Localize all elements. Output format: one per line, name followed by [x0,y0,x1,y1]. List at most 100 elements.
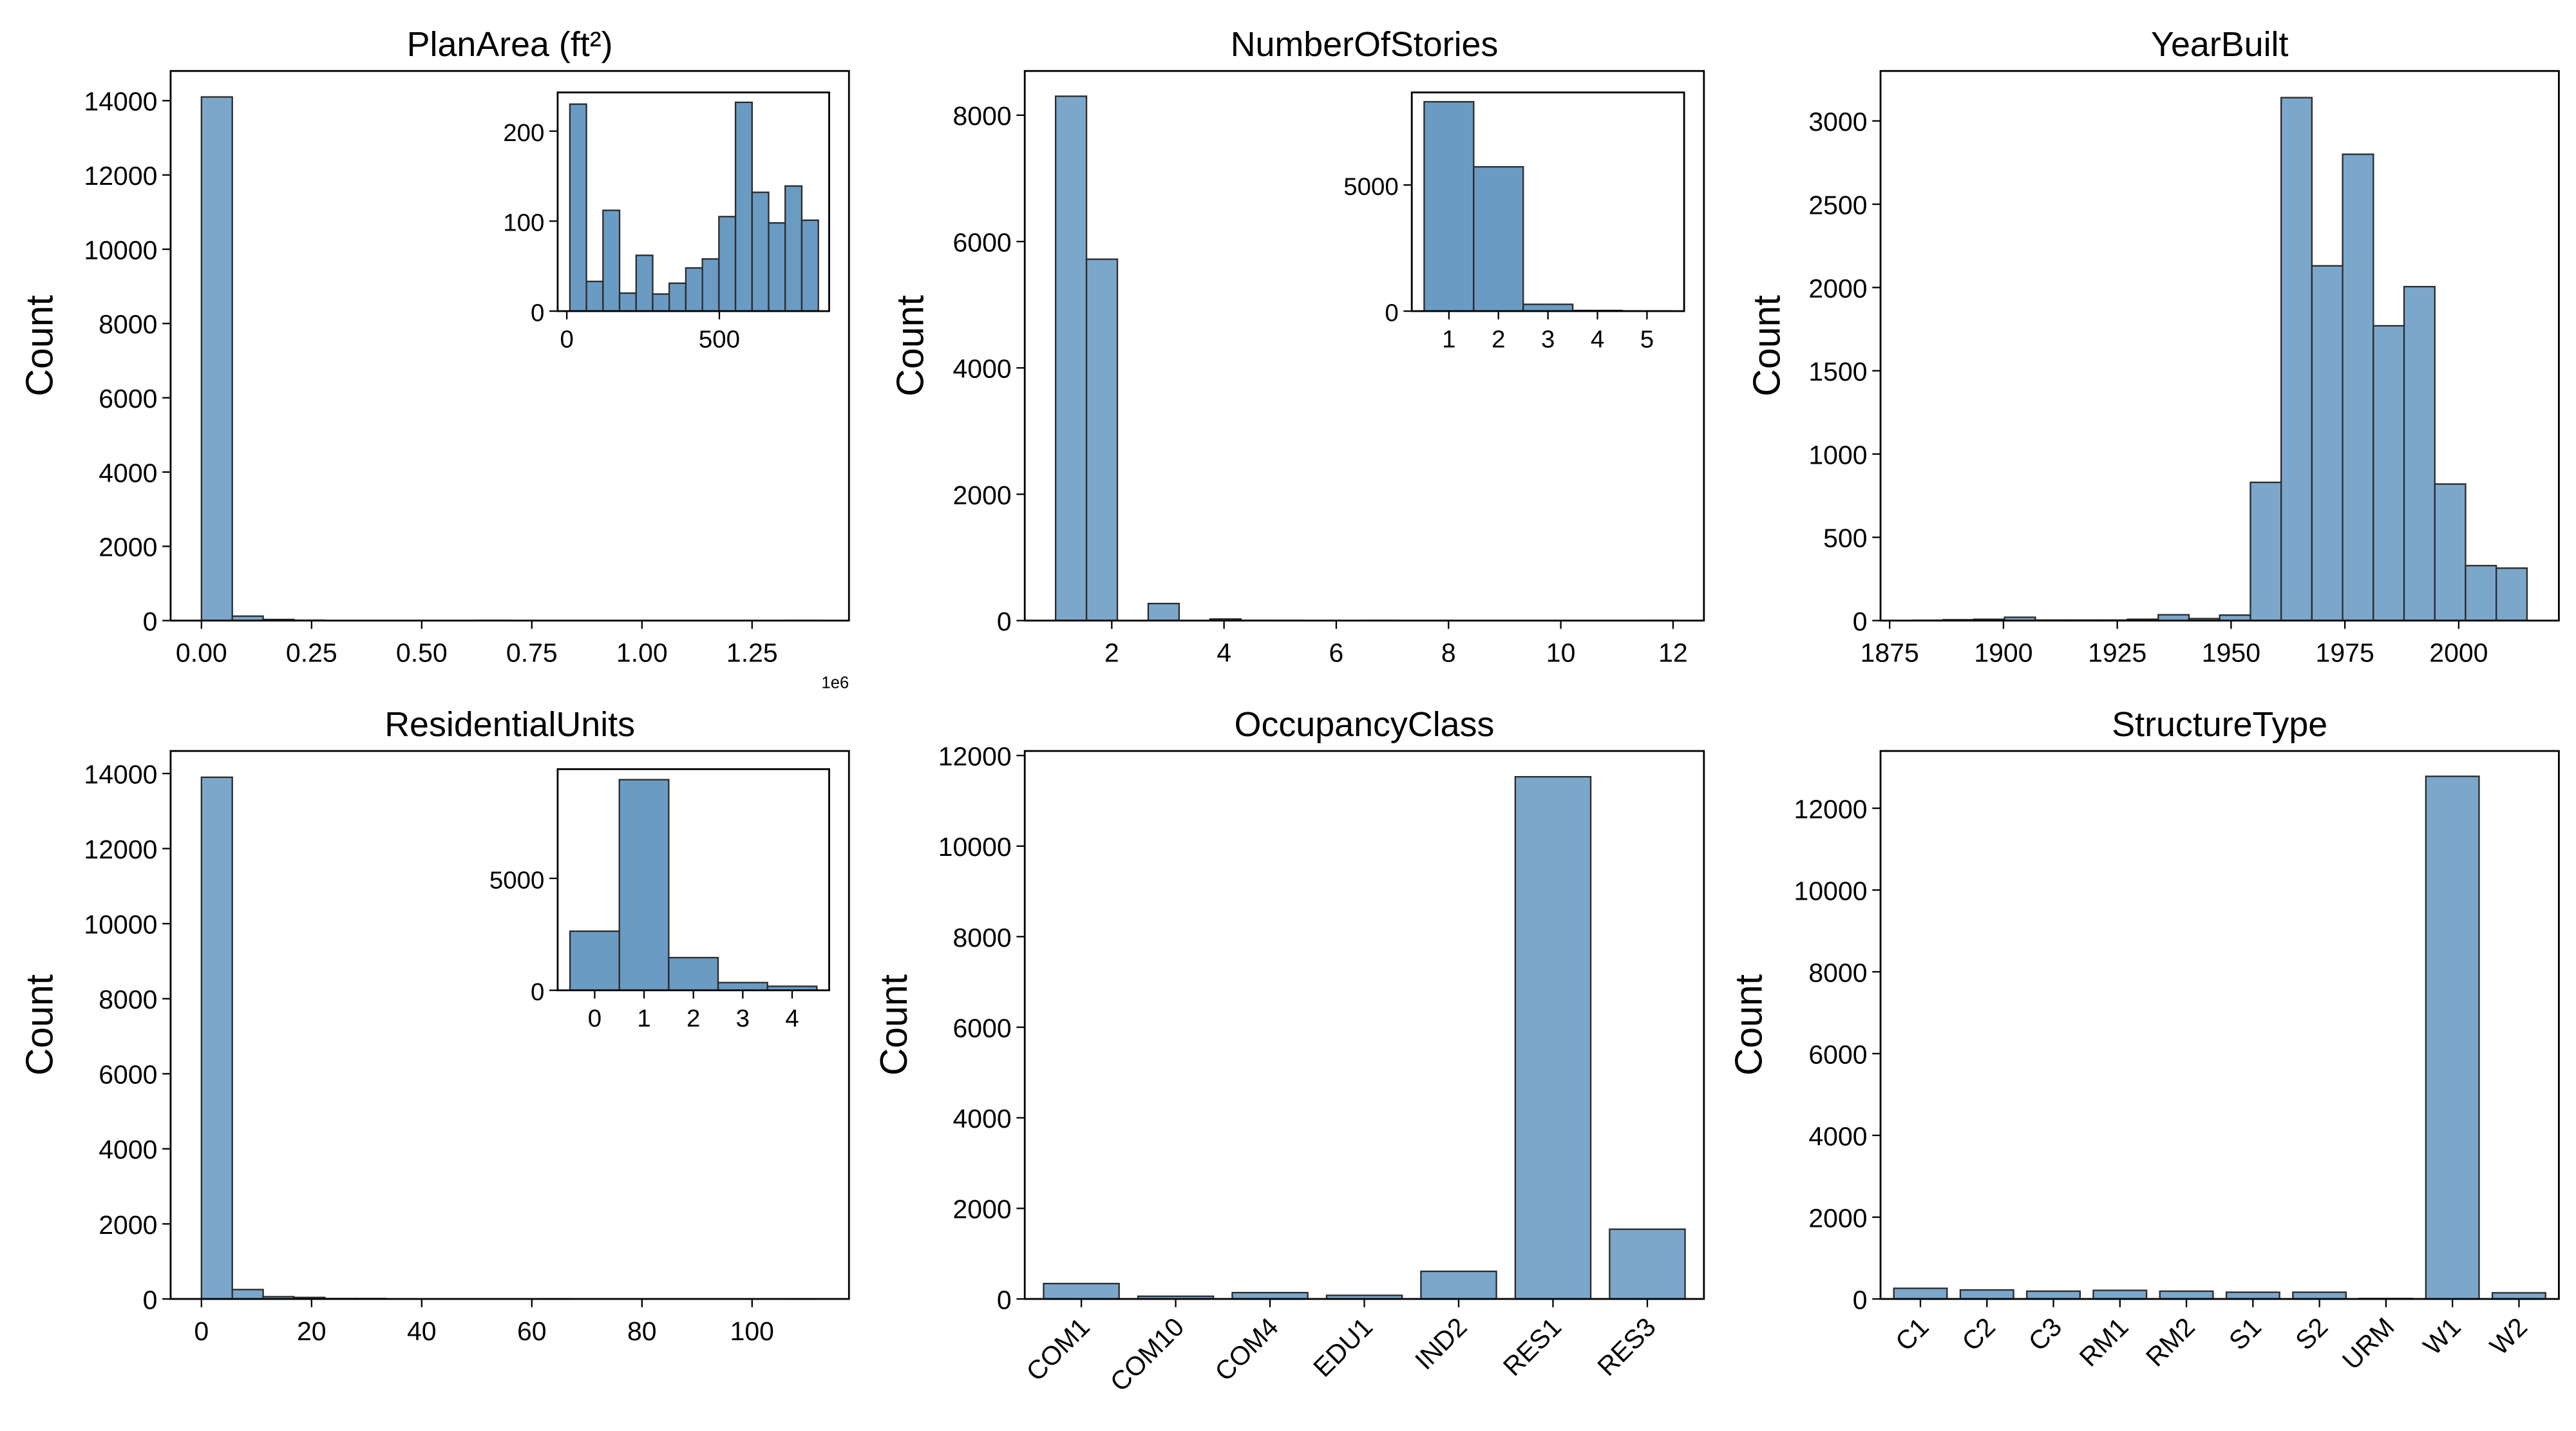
histogram-bar [1085,258,1119,621]
y-tick-label: 2000 [1808,274,1867,303]
x-tick-label: COM4 [1209,1312,1284,1387]
y-tick-label: 0 [143,1285,158,1314]
bar-com4 [1231,1291,1309,1300]
x-tick-label: 1 [637,1005,650,1032]
x-tick-label: RM1 [2074,1312,2134,1372]
subplot-title: PlanArea (ft²) [407,25,613,64]
histogram-bar [2434,483,2467,621]
y-tick-label: 2500 [1808,190,1867,220]
y-tick-label: 0 [531,978,544,1006]
y-axis-label: Count [890,295,932,396]
y-tick-label: 10000 [938,832,1012,862]
x-tick-label: 1.25 [726,638,778,668]
inset-plot: 0 1 2 3 4 0 5000 [489,768,830,1032]
bar-w2 [2491,1292,2546,1300]
y-tick-label: 10000 [84,910,157,940]
inset-histogram-bar [685,267,703,312]
x-tick-label: 6 [1329,638,1344,668]
x-tick-label: 10 [1546,638,1576,668]
axes-frame [1023,70,1705,622]
y-axis-label: Count [19,295,61,396]
inset-plot: 0 500 0 100 200 [503,91,830,353]
inset-histogram-bar [784,185,803,312]
y-tick-label: 4000 [99,1135,157,1164]
bar-com1 [1043,1282,1120,1300]
x-tick-label: C3 [2023,1312,2068,1357]
y-tick-label: 10000 [84,235,157,265]
y-tick-label: 14000 [84,759,157,789]
subplot-structuretype: StructureType Count C1 C2 C3 RM1 RM2 S1 S2 URM W1 W… [1728,705,2560,1376]
inset-histogram-bar [569,930,620,991]
inset-histogram-bar [751,191,770,312]
inset-plot: 1 2 3 4 5 0 5000 [1343,91,1685,353]
inset-histogram-bar [569,103,587,312]
x-offset-label: 1e6 [822,674,849,692]
x-tick-label: 60 [517,1316,547,1346]
y-tick-label: 8000 [953,923,1012,952]
x-tick-label: URM [2336,1312,2400,1376]
x-tick-label: 1.00 [616,638,668,668]
y-tick-label: 1000 [1808,440,1867,469]
x-tick-label: 1 [1442,325,1455,353]
bar-c1 [1893,1287,1948,1300]
x-tick-label: S2 [2289,1312,2333,1356]
x-tick-label: 0 [560,325,573,353]
x-tick-label: C1 [1889,1312,1935,1357]
x-tick-label: COM10 [1104,1312,1189,1397]
x-tick-label: C2 [1956,1312,2001,1357]
y-tick-label: 2000 [99,1210,157,1240]
inset-histogram-bar [668,956,719,991]
axes-frame [1879,750,2560,1300]
subplot-title: NumberOfStories [1231,25,1499,64]
x-tick-label: 80 [627,1316,657,1346]
subplot-title: StructureType [2112,705,2327,744]
y-tick-label: 0 [997,1285,1012,1314]
y-tick-label: 500 [1823,524,1867,553]
bar-s2 [2292,1291,2347,1300]
x-tick-label: 100 [730,1316,774,1346]
x-tick-label: 0 [194,1316,209,1346]
x-tick-label: 12 [1658,638,1688,668]
x-tick-label: 1875 [1861,638,1919,668]
x-tick-label: 3 [1541,325,1555,353]
x-tick-label: 40 [407,1316,437,1346]
x-tick-label: 2000 [2429,638,2488,668]
y-tick-label: 6000 [1808,1039,1867,1069]
x-tick-label: 500 [699,325,740,353]
inset-histogram-bar [800,219,819,312]
subplot-title: YearBuilt [2151,25,2288,64]
inset-histogram-bar [768,222,786,312]
histogram-bar [200,776,233,1300]
y-tick-label: 12000 [84,835,157,864]
histogram-bar [2465,565,2497,621]
x-tick-label: 8 [1441,638,1456,668]
y-tick-label: 10000 [1794,876,1868,905]
x-tick-label: RM2 [2140,1312,2201,1372]
y-tick-label: 8000 [99,310,157,339]
y-tick-label: 4000 [953,1104,1012,1133]
subplot-title: ResidentialUnits [384,705,635,744]
y-tick-label: 6000 [99,1060,157,1090]
inset-histogram-bar [701,258,720,312]
histogram-bar [2311,265,2344,621]
y-tick-label: 4000 [953,354,1012,384]
inset-histogram-bar [1423,100,1475,312]
x-tick-label: 1900 [1974,638,2032,668]
inset-histogram-bar [718,216,737,312]
inset-histogram-bar [585,280,604,312]
x-tick-label: W2 [2484,1312,2533,1361]
inset-histogram-bar [618,779,670,991]
histogram-bar [200,96,233,621]
y-tick-label: 0 [531,299,544,327]
inset-histogram-bar [717,981,768,991]
y-tick-label: 2000 [953,480,1012,510]
y-tick-label: 2000 [1808,1203,1867,1233]
inset-histogram-bar [1473,166,1524,312]
y-tick-label: 5000 [489,866,545,894]
bar-s1 [2225,1291,2280,1300]
bar-c3 [2026,1290,2081,1300]
x-tick-label: 1925 [2088,638,2146,668]
x-tick-label: IND2 [1409,1312,1473,1376]
